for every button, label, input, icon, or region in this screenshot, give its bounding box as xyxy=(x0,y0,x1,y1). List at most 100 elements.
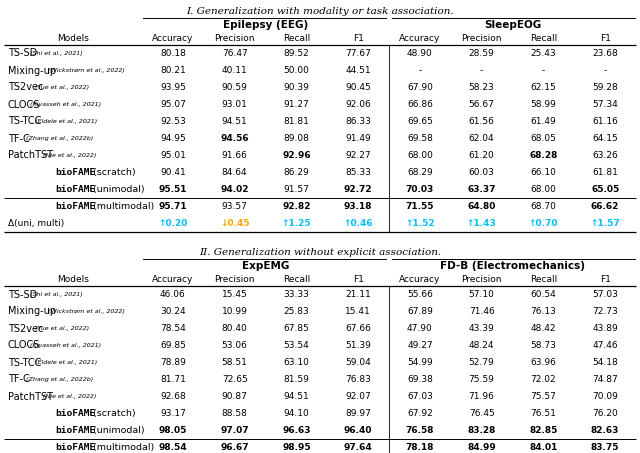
Text: 85.33: 85.33 xyxy=(345,168,371,177)
Text: 76.45: 76.45 xyxy=(468,409,495,418)
Text: PatchTST: PatchTST xyxy=(8,391,53,401)
Text: (Kiyasseh et al., 2021): (Kiyasseh et al., 2021) xyxy=(31,102,102,107)
Text: 68.00: 68.00 xyxy=(407,151,433,160)
Text: 69.85: 69.85 xyxy=(160,341,186,350)
Text: 93.57: 93.57 xyxy=(221,202,248,211)
Text: 50.00: 50.00 xyxy=(284,66,309,75)
Text: F1: F1 xyxy=(600,34,611,43)
Text: bioFAME: bioFAME xyxy=(55,202,95,211)
Text: I. Generalization with modality or task association.: I. Generalization with modality or task … xyxy=(186,7,454,16)
Text: ↑0.46: ↑0.46 xyxy=(343,219,373,228)
Text: 92.72: 92.72 xyxy=(344,185,372,194)
Text: 95.01: 95.01 xyxy=(160,151,186,160)
Text: 61.49: 61.49 xyxy=(531,117,556,126)
Text: Precision: Precision xyxy=(214,275,255,284)
Text: TS-SD: TS-SD xyxy=(8,289,37,299)
Text: 63.96: 63.96 xyxy=(531,358,556,367)
Text: 83.28: 83.28 xyxy=(467,426,496,435)
Text: 93.01: 93.01 xyxy=(221,100,248,109)
Text: 72.65: 72.65 xyxy=(221,375,248,384)
Text: 97.64: 97.64 xyxy=(344,443,372,452)
Text: (multimodal): (multimodal) xyxy=(90,443,155,452)
Text: (Eldele et al., 2021): (Eldele et al., 2021) xyxy=(35,119,97,124)
Text: 92.53: 92.53 xyxy=(160,117,186,126)
Text: 52.79: 52.79 xyxy=(468,358,495,367)
Text: 81.81: 81.81 xyxy=(284,117,309,126)
Text: 84.64: 84.64 xyxy=(222,168,248,177)
Text: 33.33: 33.33 xyxy=(284,290,309,299)
Text: CLOCS: CLOCS xyxy=(8,100,40,110)
Text: Epilepsy (EEG): Epilepsy (EEG) xyxy=(223,19,308,30)
Text: bioFAME: bioFAME xyxy=(55,185,95,194)
Text: 67.92: 67.92 xyxy=(407,409,433,418)
Text: 71.55: 71.55 xyxy=(406,202,434,211)
Text: 86.29: 86.29 xyxy=(284,168,309,177)
Text: (Zhang et al., 2022b): (Zhang et al., 2022b) xyxy=(26,136,93,141)
Text: FD-B (Electromechanics): FD-B (Electromechanics) xyxy=(440,260,585,271)
Text: 72.73: 72.73 xyxy=(592,307,618,316)
Text: 62.04: 62.04 xyxy=(469,134,495,143)
Text: 15.41: 15.41 xyxy=(345,307,371,316)
Text: (Nie et al., 2022): (Nie et al., 2022) xyxy=(44,153,97,158)
Text: 44.51: 44.51 xyxy=(346,66,371,75)
Text: 83.75: 83.75 xyxy=(591,443,620,452)
Text: 53.54: 53.54 xyxy=(284,341,309,350)
Text: 98.54: 98.54 xyxy=(159,443,187,452)
Text: 90.39: 90.39 xyxy=(284,83,309,92)
Text: 80.40: 80.40 xyxy=(221,324,248,333)
Text: -: - xyxy=(419,66,422,75)
Text: 78.54: 78.54 xyxy=(160,324,186,333)
Text: F1: F1 xyxy=(353,275,364,284)
Text: 90.41: 90.41 xyxy=(160,168,186,177)
Text: 40.11: 40.11 xyxy=(221,66,248,75)
Text: (multimodal): (multimodal) xyxy=(90,202,155,211)
Text: F1: F1 xyxy=(353,34,364,43)
Text: 81.59: 81.59 xyxy=(284,375,309,384)
Text: 67.89: 67.89 xyxy=(407,307,433,316)
Text: (scratch): (scratch) xyxy=(90,409,136,418)
Text: 90.59: 90.59 xyxy=(221,83,248,92)
Text: Δ(uni, multi): Δ(uni, multi) xyxy=(8,219,64,228)
Text: 93.17: 93.17 xyxy=(160,409,186,418)
Text: 58.73: 58.73 xyxy=(531,341,556,350)
Text: Accuracy: Accuracy xyxy=(152,34,193,43)
Text: (Eldele et al., 2021): (Eldele et al., 2021) xyxy=(35,360,97,365)
Text: 93.18: 93.18 xyxy=(344,202,372,211)
Text: bioFAME: bioFAME xyxy=(55,426,95,435)
Text: Precision: Precision xyxy=(461,34,502,43)
Text: 91.27: 91.27 xyxy=(284,100,309,109)
Text: 81.71: 81.71 xyxy=(160,375,186,384)
Text: 92.82: 92.82 xyxy=(282,202,310,211)
Text: Mixing-up: Mixing-up xyxy=(8,307,56,317)
Text: 71.96: 71.96 xyxy=(468,392,495,401)
Text: 96.40: 96.40 xyxy=(344,426,372,435)
Text: ↑1.57: ↑1.57 xyxy=(590,219,620,228)
Text: 82.63: 82.63 xyxy=(591,426,620,435)
Text: (Yue et al., 2022): (Yue et al., 2022) xyxy=(35,85,89,90)
Text: 70.03: 70.03 xyxy=(406,185,434,194)
Text: 94.51: 94.51 xyxy=(284,392,309,401)
Text: 56.67: 56.67 xyxy=(468,100,495,109)
Text: 47.90: 47.90 xyxy=(407,324,433,333)
Text: 15.45: 15.45 xyxy=(221,290,248,299)
Text: 92.68: 92.68 xyxy=(160,392,186,401)
Text: 55.66: 55.66 xyxy=(407,290,433,299)
Text: 69.38: 69.38 xyxy=(407,375,433,384)
Text: 46.06: 46.06 xyxy=(160,290,186,299)
Text: ↑1.43: ↑1.43 xyxy=(467,219,497,228)
Text: 77.67: 77.67 xyxy=(345,49,371,58)
Text: 92.07: 92.07 xyxy=(345,392,371,401)
Text: 89.97: 89.97 xyxy=(345,409,371,418)
Text: 92.27: 92.27 xyxy=(346,151,371,160)
Text: 71.46: 71.46 xyxy=(468,307,495,316)
Text: (Kiyasseh et al., 2021): (Kiyasseh et al., 2021) xyxy=(31,343,102,348)
Text: 95.07: 95.07 xyxy=(160,100,186,109)
Text: 61.81: 61.81 xyxy=(592,168,618,177)
Text: Recall: Recall xyxy=(283,34,310,43)
Text: 90.87: 90.87 xyxy=(221,392,248,401)
Text: Accuracy: Accuracy xyxy=(399,34,440,43)
Text: TS-TCC: TS-TCC xyxy=(8,116,42,126)
Text: (Zhang et al., 2022b): (Zhang et al., 2022b) xyxy=(26,377,93,382)
Text: 61.56: 61.56 xyxy=(468,117,495,126)
Text: 90.45: 90.45 xyxy=(345,83,371,92)
